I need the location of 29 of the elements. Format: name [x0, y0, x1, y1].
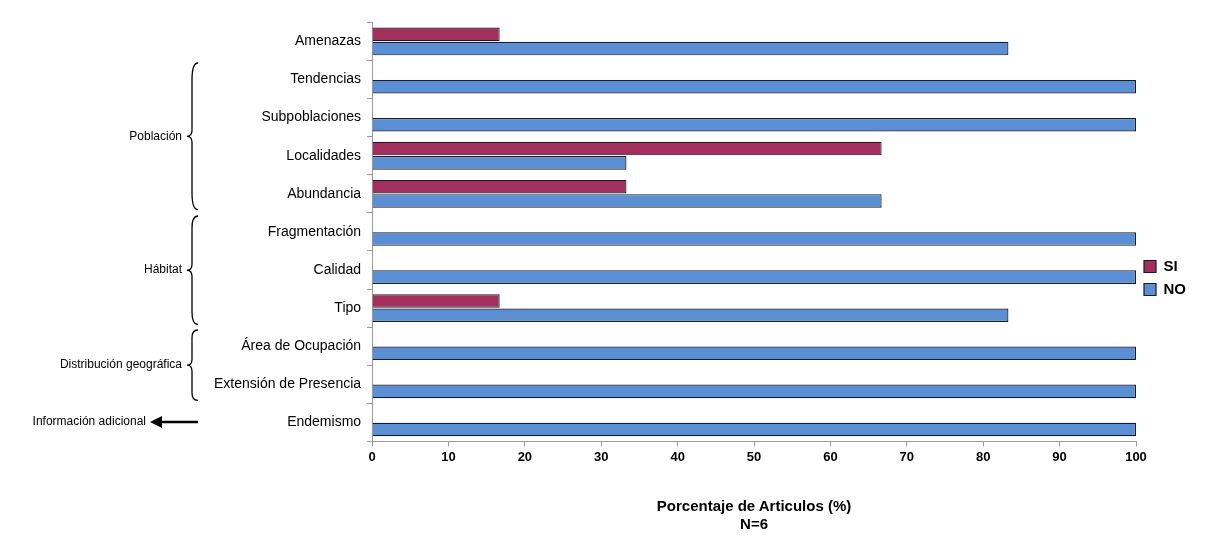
x-tick-label: 40: [670, 448, 685, 464]
x-tick-label: 60: [823, 448, 838, 464]
legend-label: SI: [1163, 256, 1178, 274]
y-tick-label: Área de Ocupación: [241, 337, 362, 354]
x-tick-label: 80: [975, 448, 991, 464]
x-tick-label: 0: [368, 448, 376, 464]
y-tick-label: Tipo: [334, 298, 362, 315]
text: Distribución geográfica: [59, 357, 182, 372]
y-tick-label: Extensión de Presencia: [214, 375, 362, 392]
x-tick-label: 90: [1052, 448, 1067, 464]
x-tick-label: 50: [746, 448, 762, 464]
text: Población: [129, 128, 182, 143]
x-tick-label: 20: [517, 448, 533, 464]
x-tick-label: 10: [441, 448, 456, 464]
x-axis-title: Porcentaje de Articulos (%) N=6: [656, 497, 852, 533]
y-tick-label: Abundancia: [287, 184, 362, 201]
text: Hábitat: [143, 261, 182, 276]
y-tick-label: Fragmentación: [267, 222, 362, 239]
x-tick-label: 100: [1125, 448, 1147, 464]
legend-label: NO: [1163, 279, 1187, 297]
y-tick-label: Endemismo: [287, 413, 362, 430]
x-tick-label: 30: [594, 448, 609, 464]
y-tick-label: Tendencias: [290, 70, 362, 87]
x-tick-label: 70: [899, 448, 915, 464]
y-tick-label: Amenazas: [294, 32, 362, 49]
text: Información adicional: [32, 414, 146, 429]
y-tick-label: Localidades: [286, 146, 362, 163]
y-tick-label: Subpoblaciones: [261, 108, 362, 125]
y-tick-label: Calidad: [313, 260, 362, 277]
